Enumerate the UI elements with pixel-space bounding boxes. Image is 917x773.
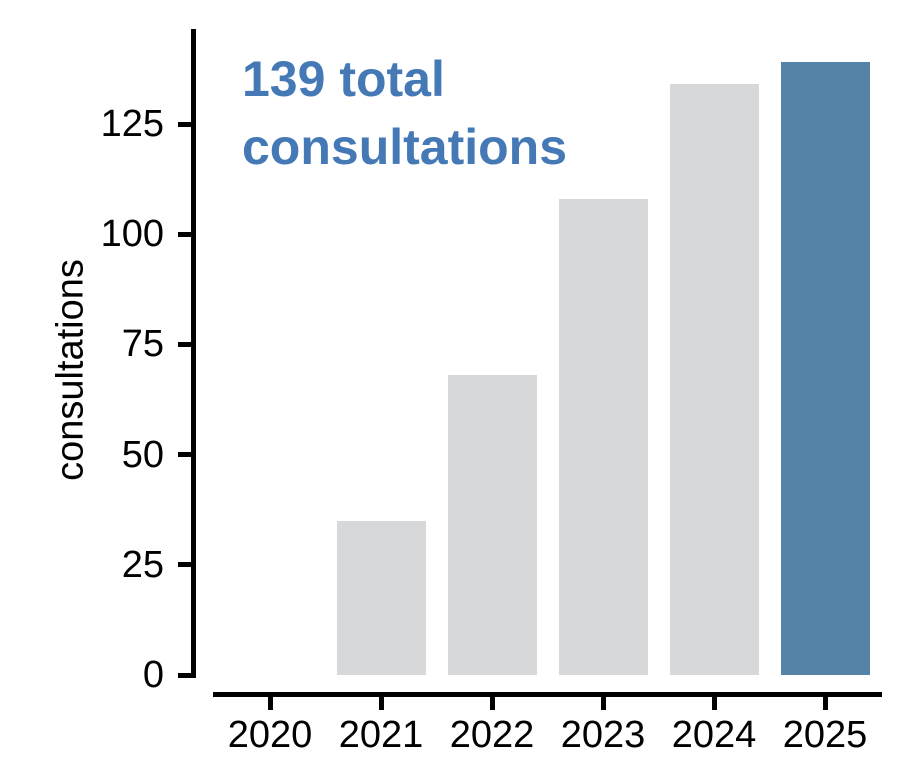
x-tick-2022: [489, 692, 495, 710]
x-tick-label-2025: 2025: [782, 714, 868, 756]
y-tick-0: [178, 672, 191, 678]
annotation-line-1: 139 total: [242, 51, 445, 107]
y-tick-label-100: 100: [100, 213, 164, 256]
y-tick-label-25: 25: [121, 543, 164, 586]
y-tick-25: [178, 562, 191, 568]
x-tick-label-2023: 2023: [560, 714, 646, 756]
bar-2021: [337, 521, 426, 675]
y-tick-50: [178, 452, 191, 458]
y-tick-label-0: 0: [142, 654, 164, 696]
x-tick-label-2020: 2020: [227, 714, 313, 756]
y-axis-line: [191, 29, 196, 678]
annotation-line-2: consultations: [242, 119, 568, 175]
bar-2023: [559, 199, 648, 675]
x-tick-2025: [822, 692, 828, 710]
x-tick-2021: [378, 692, 384, 710]
y-tick-100: [178, 231, 191, 237]
x-tick-2024: [711, 692, 717, 710]
bar-2022: [448, 375, 537, 675]
y-tick-125: [178, 121, 191, 127]
y-tick-75: [178, 341, 191, 347]
bar-2024: [670, 84, 759, 675]
x-tick-label-2022: 2022: [449, 714, 535, 756]
chart-annotation: 139 total consultations: [242, 45, 567, 181]
x-axis-line: [213, 692, 882, 697]
y-tick-label-50: 50: [121, 433, 164, 476]
x-tick-2020: [267, 692, 273, 710]
y-tick-label-125: 125: [100, 103, 164, 145]
y-tick-label-75: 75: [121, 323, 164, 366]
x-tick-label-2021: 2021: [338, 714, 424, 756]
x-tick-2023: [600, 692, 606, 710]
bar-2025: [781, 62, 870, 675]
x-tick-label-2024: 2024: [671, 714, 757, 756]
